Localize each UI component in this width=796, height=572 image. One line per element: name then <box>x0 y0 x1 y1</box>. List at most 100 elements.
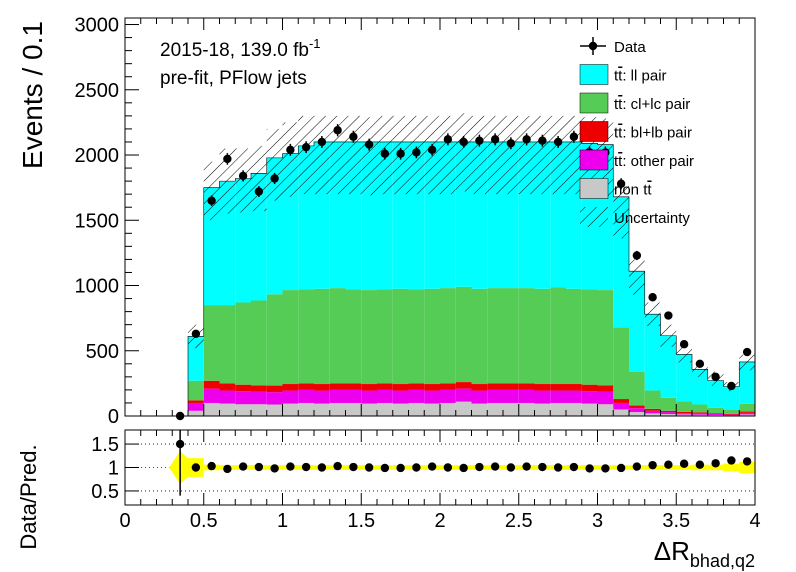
uncertainty-bin <box>644 302 661 326</box>
data-point <box>238 171 248 181</box>
ratio-point <box>301 462 311 472</box>
x-tick-label: 4 <box>749 510 760 532</box>
data-point <box>727 381 736 391</box>
ratio-point <box>270 464 279 473</box>
stack-bar-tt-other-pair <box>329 389 346 403</box>
stack-bar-non-tt- <box>629 412 645 416</box>
stack-bar-non-tt- <box>550 402 566 416</box>
stack-bar-non-tt- <box>408 402 425 416</box>
stack-bar-tt-cl-lc-pair <box>203 305 220 381</box>
ratio-point <box>632 462 642 471</box>
data-point <box>632 251 642 260</box>
ratio-y-tick-label: 0.5 <box>91 481 119 503</box>
stack-bar-tt-other-pair <box>424 390 440 404</box>
uncertainty-bin <box>329 115 346 195</box>
stack-bar-tt-ll-pair <box>739 361 755 404</box>
legend-swatch-other <box>579 149 609 171</box>
y-tick-label: 2000 <box>75 145 120 167</box>
stack-bar-non-tt- <box>613 409 629 416</box>
stack-bar-non-tt- <box>581 403 598 416</box>
legend-label-ll: tt: ll pair <box>614 68 667 85</box>
stack-bar-non-tt- <box>471 403 488 416</box>
stack-bar-tt-ll-pair <box>707 380 724 408</box>
ratio-panel: 0.511.50 0.5 1 1.5 2 2.5 3 3.5 4 Data/Pred. ΔRbh… <box>16 429 761 571</box>
stack-bar-tt-cl-lc-pair <box>408 289 425 384</box>
y-tick-label: 0 <box>108 406 119 428</box>
ratio-point <box>286 462 295 471</box>
stack-bar-tt-cl-lc-pair <box>597 290 614 386</box>
data-point <box>459 137 468 147</box>
stack-bar-non-tt- <box>282 403 299 416</box>
stack-bar-tt-cl-lc-pair <box>455 286 472 383</box>
data-point <box>207 196 216 205</box>
x-tick-label: 3 <box>592 510 603 532</box>
data-point <box>679 340 689 349</box>
ratio-point <box>475 462 484 472</box>
data-point <box>396 149 405 158</box>
stack-bar-non-tt- <box>692 414 708 416</box>
legend-label-unc: Uncertainty <box>614 210 690 227</box>
stack-bar-non-tt- <box>298 402 314 416</box>
stack-bar-tt-bl-lb-pair <box>424 384 440 391</box>
stack-bar-tt-bl-lb-pair <box>676 411 692 414</box>
stack-bar-non-tt- <box>739 414 755 416</box>
uncertainty-bin <box>440 115 456 195</box>
ratio-point <box>349 462 358 472</box>
ratio-point <box>238 462 248 471</box>
stack-bar-non-tt- <box>314 403 330 416</box>
uncertainty-band <box>188 113 755 392</box>
uncertainty-bin <box>566 115 582 195</box>
uncertainty-bin <box>203 161 220 221</box>
stack-bar-non-tt- <box>676 414 692 416</box>
ratio-point <box>711 459 720 468</box>
ratio-point <box>254 462 264 472</box>
stack-bar-non-tt- <box>377 402 393 416</box>
stack-bar-tt-other-pair <box>566 390 582 403</box>
stack-bar-tt-cl-lc-pair <box>503 288 519 384</box>
stack-bar-tt-bl-lb-pair <box>660 410 677 413</box>
stack-bar-tt-cl-lc-pair <box>377 289 393 384</box>
x-tick-label: 1 <box>277 510 288 532</box>
stack-bar-tt-bl-lb-pair <box>314 384 330 391</box>
data-point <box>412 148 421 157</box>
stack-bar-tt-other-pair <box>518 389 535 403</box>
stack-bar-tt-cl-lc-pair <box>723 409 740 414</box>
legend-label-bl: tt: bl+lb pair <box>614 125 692 142</box>
uncertainty-bin <box>219 148 236 214</box>
stack-bar-tt-other-pair <box>392 390 409 404</box>
stack-bar-tt-bl-lb-pair <box>361 384 377 391</box>
stack-bar-tt-other-pair <box>707 413 724 415</box>
data-points <box>175 124 752 421</box>
ratio-band-bin <box>739 461 755 474</box>
uncertainty-bin <box>251 145 267 212</box>
ratio-point <box>616 463 626 473</box>
uncertainty-bin <box>471 115 488 195</box>
stack-bar-tt-other-pair <box>408 389 425 403</box>
stack-bar-tt-bl-lb-pair <box>392 384 409 391</box>
ratio-y-tick-label: 1 <box>108 458 119 480</box>
ratio-point <box>506 463 516 472</box>
data-point <box>301 142 311 152</box>
stack-bar-tt-cl-lc-pair <box>739 403 755 412</box>
stack-bar-non-tt- <box>660 414 677 416</box>
uncertainty-bin <box>676 342 692 363</box>
data-point <box>270 174 279 183</box>
stack-bar-non-tt- <box>235 404 251 416</box>
stack-bar-tt-ll-pair <box>723 386 740 410</box>
stack-bar-tt-cl-lc-pair <box>235 302 251 385</box>
stack-bar-non-tt- <box>424 403 440 416</box>
stack-bar-non-tt- <box>487 402 503 416</box>
selection-annotation: pre-fit, PFlow jets <box>160 68 307 89</box>
stack-bar-tt-cl-lc-pair <box>566 288 582 385</box>
stack-bar-tt-bl-lb-pair <box>723 413 740 415</box>
stack-bar-tt-cl-lc-pair <box>345 289 362 384</box>
uncertainty-bin <box>455 113 472 192</box>
stack-bar-tt-bl-lb-pair <box>298 383 314 390</box>
data-point <box>506 139 516 148</box>
legend-uncertainty-swatch <box>580 207 608 227</box>
stack-bar-tt-cl-lc-pair <box>282 290 299 385</box>
uncertainty-bin <box>282 122 299 197</box>
stack-bar-non-tt- <box>188 410 204 416</box>
x-tick-label: 3.5 <box>662 510 690 532</box>
stack-bar-tt-cl-lc-pair <box>613 327 629 400</box>
